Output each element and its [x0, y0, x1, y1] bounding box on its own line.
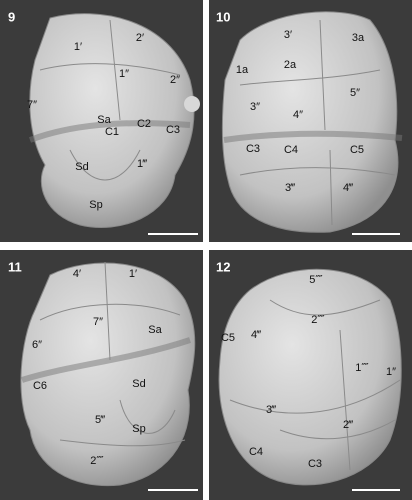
plate-label: 3′	[284, 29, 292, 41]
plate-label: Sa	[97, 114, 111, 126]
plate-label: 1‴	[137, 158, 147, 170]
plate-label: 2″	[170, 74, 180, 86]
plate-label: Sd	[132, 378, 145, 390]
plate-label: Sp	[89, 199, 102, 211]
plate-label: 3″	[250, 101, 260, 113]
plate-label: 5⁗	[309, 274, 323, 286]
cell	[218, 268, 402, 486]
panel: 12 5⁗ 2⁗ C5 4‴ 1⁗ 1″ 3‴ 2‴ C4 C3	[209, 250, 412, 500]
panel: 10 3′ 3a 1a 2a 5″ 3″ 4″ C3 C4 C5 3‴ 4‴	[209, 0, 412, 242]
plate-label: 1′	[129, 268, 137, 280]
cell	[221, 11, 399, 233]
plate-label: 4‴	[343, 182, 353, 194]
plate-label: C1	[105, 126, 119, 138]
plate-label: C3	[246, 143, 260, 155]
panel-number: 9	[8, 9, 15, 24]
bleb	[184, 96, 200, 112]
plate-label: 6″	[32, 339, 42, 351]
suture	[39, 261, 186, 447]
panel: 9 1′ 2′ 1″ 2″ 7″ Sa C1 C2 C3 Sd 1‴ Sp	[0, 0, 203, 242]
plate-label: 3‴	[285, 182, 295, 194]
plate-label: 4‴	[251, 329, 261, 341]
plate-label: 1″	[386, 366, 396, 378]
panel-number: 12	[216, 259, 230, 274]
plate-label: C3	[166, 124, 180, 136]
plate-label: C5	[221, 332, 235, 344]
plate-label: 2′	[136, 32, 144, 44]
plate-label: 3‴	[266, 404, 276, 416]
plate-label: 1″	[119, 68, 129, 80]
plate-label: 5″	[350, 87, 360, 99]
plate-label: C4	[284, 144, 298, 156]
plate-label: 7″	[27, 99, 37, 111]
plate-label: 4″	[293, 109, 303, 121]
plate-label: C2	[137, 118, 151, 130]
plate-label: 4′	[73, 268, 81, 280]
plate-label: Sa	[148, 324, 162, 336]
plate-label: 2a	[284, 59, 297, 71]
girdle	[223, 130, 403, 143]
plate-label: 1a	[236, 64, 249, 76]
plate-label: Sd	[75, 161, 88, 173]
plate-label: 1′	[74, 41, 82, 53]
plate-label: 2⁗	[311, 314, 325, 326]
suture	[229, 299, 401, 471]
plate-label: C5	[350, 144, 364, 156]
panel-number: 10	[216, 9, 230, 24]
plate-label: C4	[249, 446, 263, 458]
panel-number: 11	[8, 259, 22, 274]
plate-label: Sp	[132, 423, 145, 435]
plate-label: 5‴	[95, 414, 105, 426]
cell	[29, 13, 195, 229]
suture	[239, 19, 396, 226]
plate-label: 3a	[352, 32, 365, 44]
plate-label: 2⁗	[90, 455, 104, 467]
plate-label: C3	[308, 458, 322, 470]
girdle	[28, 120, 191, 143]
panel: 11 4′ 1′ 7″ Sa 6″ C6 Sd 5‴ Sp 2⁗	[0, 250, 203, 500]
plate-label: C6	[33, 380, 47, 392]
girdle	[21, 337, 191, 383]
plate-label: 7″	[93, 316, 103, 328]
plate-label: 1⁗	[355, 362, 369, 374]
plate-label: 2‴	[343, 419, 353, 431]
cell	[20, 262, 196, 487]
suture	[39, 19, 181, 181]
